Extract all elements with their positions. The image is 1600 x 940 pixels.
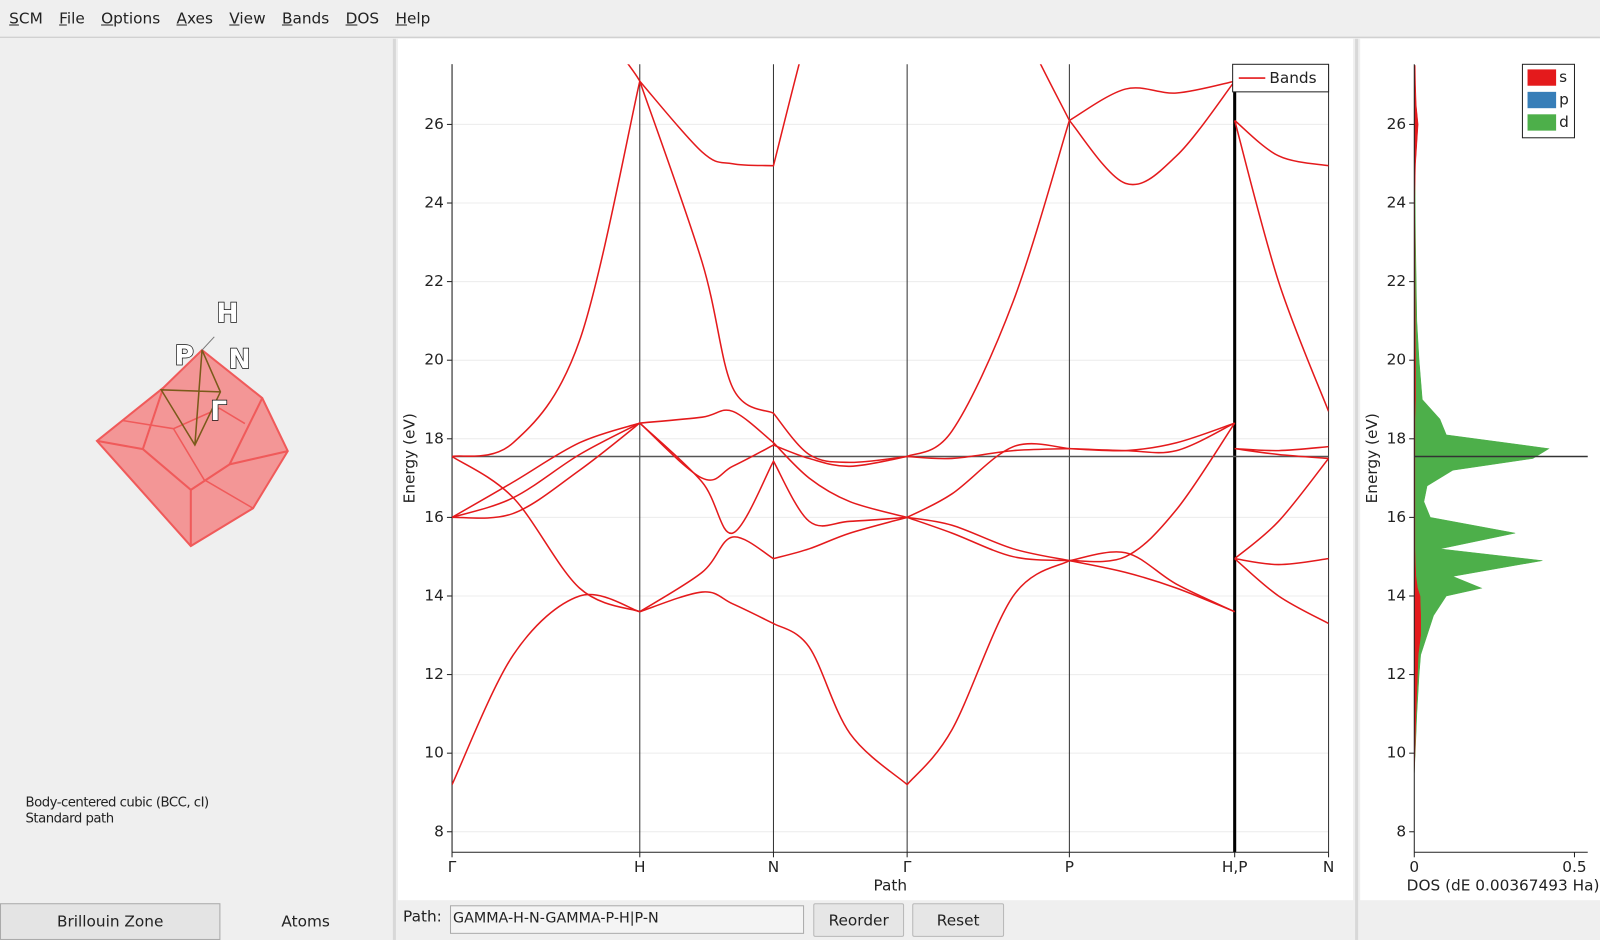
zone-edge [228, 397, 264, 465]
y-tick-label: 16 [424, 508, 443, 526]
reset-button[interactable]: Reset [912, 903, 1005, 937]
y-axis-label: Energy (eV) [401, 413, 419, 503]
y-tick-label: 8 [1396, 822, 1406, 840]
menu-item[interactable]: DOS [345, 9, 380, 28]
menu-item[interactable]: SCM [9, 9, 43, 28]
legend-label: d [1559, 113, 1569, 131]
menu-item[interactable]: Help [395, 9, 431, 28]
x-axis-label: DOS (dE 0.00367493 Ha) [1407, 876, 1600, 894]
x-tick-label: N [1323, 858, 1334, 876]
band-line [627, 64, 1329, 464]
zone-edge [141, 387, 165, 450]
y-tick-label: 18 [424, 429, 443, 447]
x-tick-label: Γ [903, 858, 912, 876]
label-leader [201, 336, 215, 351]
band-line [452, 64, 1329, 458]
x-tick-label: 0.5 [1562, 858, 1586, 876]
band-line [452, 455, 1329, 625]
splitter[interactable] [1355, 38, 1359, 940]
y-axis-label: Energy (eV) [1363, 413, 1381, 503]
menu-item[interactable]: Options [101, 9, 161, 28]
menu-item[interactable]: View [229, 9, 266, 28]
y-tick-label: 10 [1387, 744, 1406, 762]
y-tick-label: 14 [1387, 586, 1406, 604]
legend-swatch [1527, 69, 1557, 86]
x-axis-label: Path [873, 876, 907, 894]
menu-bar: SCM File Options Axes View Bands DOS Help [0, 0, 1600, 38]
dos-area [1414, 65, 1550, 773]
lattice-description: Body-centered cubic (BCC, cI) Standard p… [25, 795, 210, 828]
y-tick-label: 8 [434, 822, 444, 840]
band-line [452, 422, 1329, 519]
point-label: H [216, 298, 238, 329]
x-tick-label: H [634, 858, 646, 876]
x-tick-label: H,P [1222, 858, 1248, 876]
menu-item[interactable]: Axes [176, 9, 213, 28]
y-tick-label: 26 [1387, 115, 1406, 133]
y-tick-label: 18 [1387, 429, 1406, 447]
brillouin-zone-shape [95, 336, 289, 548]
legend-label: Bands [1269, 69, 1316, 87]
legend-swatch [1527, 114, 1557, 131]
x-tick-label: Γ [448, 858, 457, 876]
menu-item[interactable]: Bands [281, 9, 330, 28]
y-tick-label: 16 [1387, 508, 1406, 526]
lattice-name: Body-centered cubic (BCC, cI) [25, 795, 210, 811]
menu-item[interactable]: File [59, 9, 85, 28]
band-line [452, 551, 1329, 786]
bz-labels: H P N Γ [174, 297, 252, 427]
reorder-button[interactable]: Reorder [813, 903, 905, 937]
y-tick-label: 24 [424, 194, 443, 212]
y-tick-label: 22 [424, 272, 443, 290]
zone-edge [172, 428, 254, 509]
band-line [452, 422, 1329, 534]
band-line [452, 409, 1329, 563]
y-tick-label: 14 [424, 586, 443, 604]
x-tick-label: N [768, 858, 779, 876]
zone-face [95, 348, 289, 548]
point-label: Γ [210, 396, 227, 427]
y-tick-label: 24 [1387, 194, 1406, 212]
y-tick-label: 20 [1387, 351, 1406, 369]
path-label: Path: [403, 907, 442, 926]
dos-area [1414, 65, 1421, 773]
y-tick-label: 26 [424, 115, 443, 133]
y-tick-label: 10 [424, 744, 443, 762]
bands [452, 64, 1329, 786]
y-tick-label: 12 [1387, 665, 1406, 683]
point-label: P [174, 341, 193, 372]
y-tick-label: 22 [1387, 272, 1406, 290]
legend-label: s [1559, 68, 1567, 86]
x-tick-label: P [1065, 858, 1074, 876]
legend-swatch [1527, 91, 1557, 109]
x-tick-label: 0 [1409, 858, 1419, 876]
dos-panel [1360, 38, 1600, 901]
tab-brillouin-zone[interactable]: Brillouin Zone [0, 903, 221, 940]
path-input[interactable]: GAMMA-H-N-GAMMA-P-H|P-N [449, 905, 805, 934]
point-label: N [229, 344, 251, 375]
dos-areas [1414, 65, 1550, 773]
y-tick-label: 20 [424, 351, 443, 369]
k-path [159, 349, 222, 447]
path-type: Standard path [25, 811, 115, 827]
tab-atoms[interactable]: Atoms [281, 912, 330, 931]
y-tick-label: 12 [424, 665, 443, 683]
zone-edge [96, 439, 192, 547]
legend-label: p [1559, 91, 1569, 109]
splitter[interactable] [392, 38, 396, 940]
